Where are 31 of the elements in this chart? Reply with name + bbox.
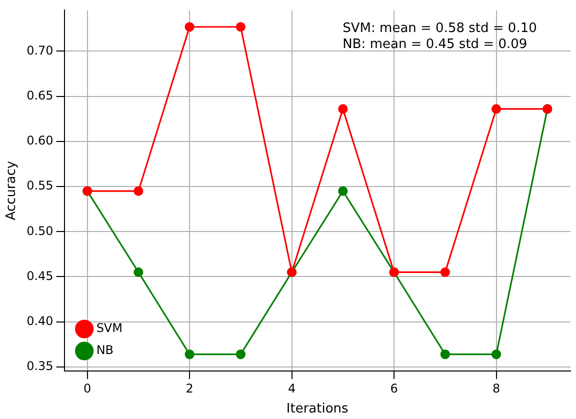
y-axis-title: Accuracy [4,160,20,220]
point [338,104,348,114]
point [236,22,246,32]
point [491,350,502,360]
point [338,186,348,196]
y-tick-label: 0.70 [26,43,54,58]
annotation: SVM: mean = 0.58 std = 0.10 [342,21,537,36]
legend-label: NB [96,343,114,358]
y-tick-label: 0.60 [26,134,54,148]
point [184,350,194,360]
x-axis-title: Iterations [286,402,349,417]
legend-label: SVM [96,321,123,336]
y-tick-label: 0.40 [26,314,54,328]
point [134,186,144,196]
y-tick-label: 0.55 [26,178,54,193]
point [236,350,246,360]
x-tick-label: 2 [186,381,194,396]
x-tick-label: 0 [84,381,92,396]
x-tick-label: 8 [492,381,500,396]
point [440,350,450,360]
point [134,267,144,278]
point [440,267,450,278]
y-tick-label: 0.35 [26,359,54,374]
annotation: NB: mean = 0.45 std = 0.09 [342,37,528,52]
point [184,22,194,32]
y-tick-label: 0.65 [26,88,54,102]
x-tick-label: 4 [288,381,296,396]
y-tick-label: 0.50 [26,224,54,238]
y-tick-label: 0.45 [26,268,54,283]
point [491,104,502,114]
x-tick-label: 6 [390,381,398,396]
